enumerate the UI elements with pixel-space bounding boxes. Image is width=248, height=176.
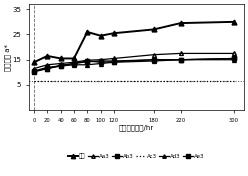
Ab3 [153, 59, 155, 61]
Line: Ad3: Ad3 [32, 58, 236, 73]
Ac3 [46, 80, 49, 82]
Ab3 [99, 61, 102, 63]
Ab3 [179, 59, 182, 61]
Ad3 [179, 59, 182, 61]
空照 [32, 61, 35, 63]
Ae3 [112, 60, 115, 62]
Ac3 [112, 80, 115, 82]
Y-axis label: 红变指数 a*: 红变指数 a* [4, 44, 11, 71]
Aa3 [99, 59, 102, 61]
Ab3 [46, 66, 49, 68]
Legend: 空照, Aa3, Ab3, Ac3, Ad3, Ae3: 空照, Aa3, Ab3, Ac3, Ad3, Ae3 [65, 151, 207, 161]
Aa3 [32, 68, 35, 70]
Ad3 [32, 70, 35, 72]
Ae3 [99, 60, 102, 62]
Aa3 [153, 54, 155, 56]
空照 [46, 55, 49, 57]
Aa3 [112, 57, 115, 59]
Line: Ab3: Ab3 [32, 56, 236, 73]
Ad3 [86, 64, 89, 66]
Ac3 [153, 80, 155, 82]
Ad3 [232, 59, 235, 61]
X-axis label: 紫外照射时间/hr: 紫外照射时间/hr [119, 124, 154, 131]
空照 [72, 57, 75, 59]
Ae3 [59, 64, 62, 66]
Ae3 [46, 68, 49, 70]
Ae3 [232, 57, 235, 59]
Ab3 [86, 60, 89, 62]
Ad3 [46, 68, 49, 70]
Ad3 [112, 61, 115, 63]
Line: Aa3: Aa3 [32, 51, 236, 71]
Aa3 [232, 52, 235, 54]
Ab3 [232, 57, 235, 59]
Line: Ae3: Ae3 [32, 56, 236, 74]
Ab3 [59, 65, 62, 67]
Line: 空照: 空照 [31, 19, 236, 65]
Ae3 [179, 59, 182, 61]
空照 [179, 22, 182, 24]
空照 [153, 28, 155, 30]
空照 [99, 35, 102, 37]
Aa3 [179, 52, 182, 54]
Ad3 [153, 60, 155, 62]
Ac3 [86, 80, 89, 82]
Ad3 [72, 64, 75, 66]
Ae3 [86, 61, 89, 63]
空照 [86, 31, 89, 33]
Ae3 [153, 59, 155, 61]
Aa3 [46, 64, 49, 66]
Ac3 [99, 80, 102, 82]
Ab3 [72, 62, 75, 65]
Ae3 [72, 62, 75, 65]
Ae3 [32, 71, 35, 73]
Aa3 [59, 62, 62, 65]
空照 [232, 21, 235, 23]
Aa3 [86, 59, 89, 61]
Ab3 [32, 70, 35, 72]
Ac3 [232, 80, 235, 82]
Ac3 [72, 80, 75, 82]
Aa3 [72, 61, 75, 63]
Ad3 [59, 65, 62, 67]
Ac3 [59, 80, 62, 82]
空照 [112, 32, 115, 34]
Ab3 [112, 61, 115, 63]
Ac3 [179, 80, 182, 82]
Ac3 [32, 80, 35, 82]
空照 [59, 57, 62, 59]
Ad3 [99, 62, 102, 65]
